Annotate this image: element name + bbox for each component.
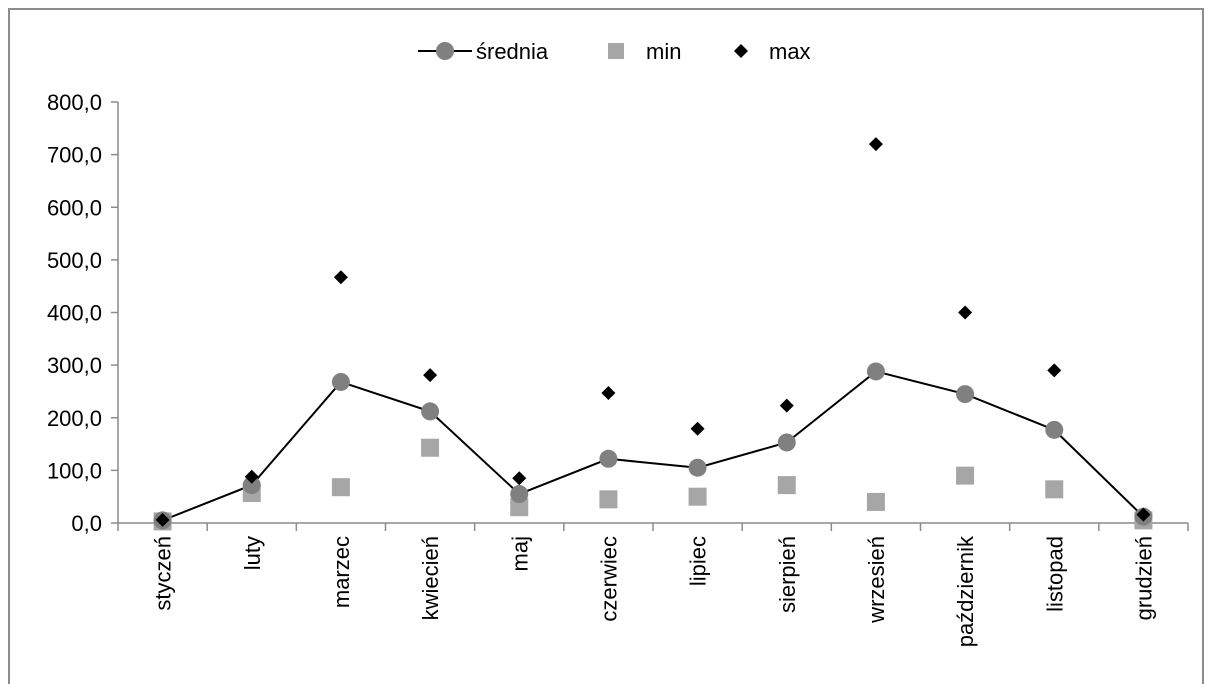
point-srednia [242,476,261,495]
plot-area [153,137,1153,531]
point-min [421,438,440,457]
y-tick-label: 500,0 [47,248,102,273]
x-category-label: luty [240,536,265,570]
point-max [1136,507,1151,522]
x-category-label: grudzień [1131,536,1156,620]
point-max [155,512,170,527]
legend-label-min: min [646,39,681,64]
y-tick-label: 0,0 [71,511,102,536]
legend-marker-srednia [436,42,454,60]
point-max [244,469,259,484]
y-tick-label: 600,0 [47,195,102,220]
point-max [958,305,973,320]
x-category-label: listopad [1042,536,1067,612]
point-max [868,137,883,152]
y-tick-label: 100,0 [47,458,102,483]
x-category-label: lipiec [686,536,711,586]
point-max [1047,363,1062,378]
y-tick-label: 800,0 [47,90,102,115]
y-tick-label: 300,0 [47,353,102,378]
x-category-label: wrzesień [864,536,889,624]
point-srednia [599,449,618,468]
point-max [601,386,616,401]
x-category-label: sierpień [775,536,800,613]
legend-marker-min [608,43,624,59]
point-srednia [421,402,440,421]
point-min [866,492,885,511]
legend-marker-max [734,44,748,58]
point-min [777,476,796,495]
point-srednia [866,362,885,381]
point-max [779,398,794,413]
point-srednia [688,458,707,477]
series-line-srednia [162,370,1145,522]
point-srednia [1045,420,1064,439]
legend-label-srednia: średnia [476,39,549,64]
axes: 0,0 100,0 200,0 300,0 400,0 500,0 600,0 700,0 80… [47,90,1189,647]
y-tick-label: 200,0 [47,406,102,431]
point-min [510,498,529,517]
x-category-label: maj [507,536,532,571]
legend: średnia min max [418,39,811,64]
point-min [1045,480,1064,499]
x-category-label: kwiecień [418,536,443,620]
point-min [956,466,975,485]
point-min [599,490,618,509]
chart-frame [8,8,1204,684]
y-tick-label: 700,0 [47,143,102,168]
x-category-label: marzec [329,536,354,608]
point-srednia [777,433,796,452]
point-max [423,368,438,383]
point-srednia [510,485,529,504]
point-srednia [956,385,975,404]
y-tick-label: 400,0 [47,301,102,326]
point-max [690,421,705,436]
point-max [333,270,348,285]
point-srednia [331,372,350,391]
point-min [331,478,350,497]
point-min [688,487,707,506]
x-category-label: styczeń [151,536,176,611]
x-category-label: czerwiec [596,536,621,622]
legend-label-max: max [769,39,811,64]
point-max [512,471,527,486]
x-category-label: październik [953,535,978,647]
